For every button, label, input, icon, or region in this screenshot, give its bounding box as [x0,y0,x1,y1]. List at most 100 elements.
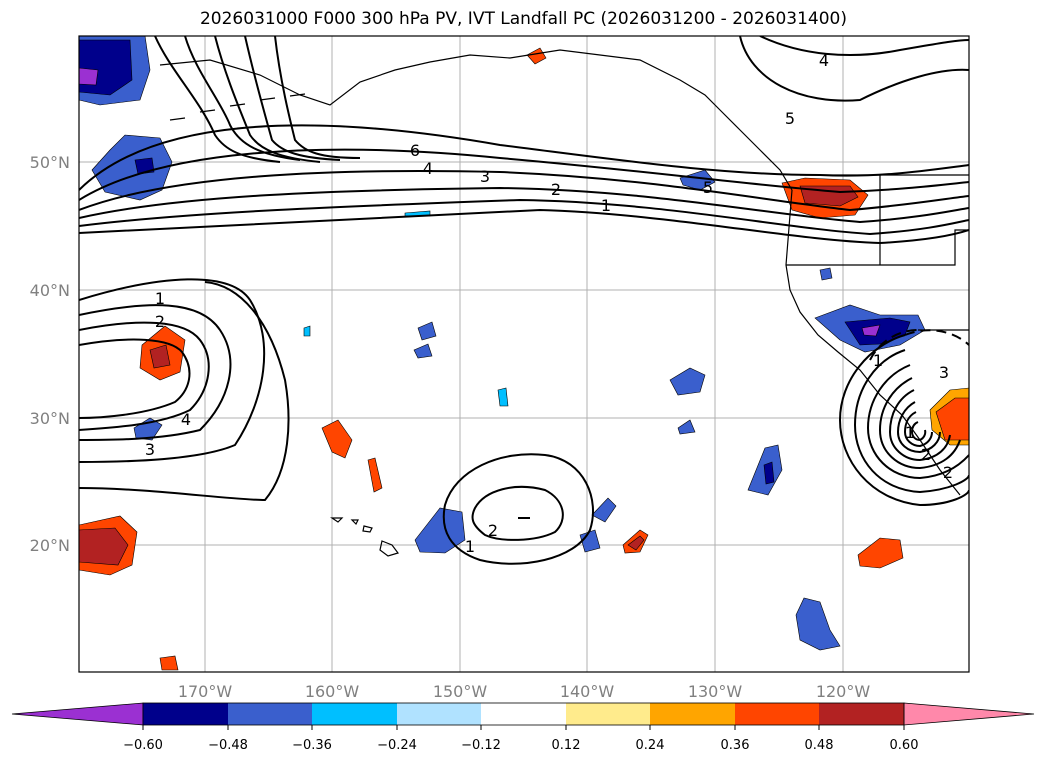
contour-line [154,36,281,163]
contours [79,36,969,565]
blob-positive [321,419,353,459]
contour-label: 1 [465,537,475,556]
contour-line [904,329,969,346]
contour-line [869,329,919,361]
contour-label: 1 [905,423,915,442]
contour-line [878,377,961,470]
lon-label: 140°W [560,682,615,701]
hawaii-island [330,517,344,523]
colorbar-tick-label: 0.36 [721,738,750,753]
blob-positive [935,397,969,441]
contour-line [442,453,594,565]
colorbar-border [142,702,905,726]
colorbar-tick-label: 0.48 [805,738,834,753]
lon-label: 160°W [305,682,360,701]
colorbar-segment [397,703,481,725]
contour-label: 4 [819,51,829,70]
contour-line [79,124,969,191]
contour-line [79,208,969,245]
contour-label: 3 [939,363,949,382]
lon-label: 120°W [816,682,871,701]
contour-line [896,401,941,454]
colorbar-tick-label: 0.24 [636,738,665,753]
colorbar-tick-label: 0.60 [890,738,919,753]
shading-blobs [79,36,969,671]
contour-line [79,304,232,441]
colorbar-ticks [142,725,905,730]
contour-line [184,36,301,161]
blob-negative [417,321,437,341]
contour-line [79,170,969,212]
na-west-coast [785,189,961,496]
blob-positive [159,655,179,671]
contour-label: 6 [410,141,420,160]
map-border [78,35,970,673]
colorbar-tick-label: −0.60 [123,738,163,753]
blob-negative [497,387,509,407]
contour-label: 4 [423,159,433,178]
lon-label: 150°W [433,682,488,701]
contour-line [866,364,969,480]
lat-labels: 50°N 40°N 30°N 20°N [30,153,70,555]
colorbar-segment [735,703,819,725]
colorbar-segment [312,703,397,725]
contour-label: 1 [155,289,165,308]
blob-negative [679,169,716,191]
contour-line [79,186,969,224]
hawaii-island [379,540,399,557]
alaska-coast [159,49,793,191]
blob-negative [763,461,775,485]
contour-line [79,278,266,463]
lon-label: 130°W [688,682,743,701]
contour-label: 3 [145,440,155,459]
contour-line [274,36,361,159]
map-title: 2026031000 F000 300 hPa PV, IVT Landfall… [199,9,847,29]
blob-positive [149,344,171,369]
blob-negative [79,67,99,86]
contour-label: 4 [181,410,191,429]
colorbar-extend-max [903,702,1035,726]
lat-label: 50°N [30,153,70,172]
contour-label: 5 [703,178,713,197]
contour-line [903,411,933,448]
contour-line [79,281,290,502]
contour-label: 5 [785,109,795,128]
colorbar-segment [566,703,650,725]
contour-label: 1 [873,351,883,370]
blob-negative [133,417,163,441]
blob-negative [413,343,433,359]
contour-line [79,338,191,419]
contour-labels: 6 4 3 2 1 5 4 1 2 4 3 1 2 1 3 1 2 2 5 [145,51,953,556]
hawaii-island [362,525,373,533]
colorbar-segment [228,703,312,725]
blob-positive [857,537,904,569]
contour-line [838,334,969,507]
contour-line [759,36,969,56]
gridlines [79,36,969,672]
lat-label: 40°N [30,281,70,300]
blob-negative [669,367,706,396]
colorbar-tick-label: −0.36 [292,738,332,753]
colorbar-tick-label: 0.12 [552,738,581,753]
colorbar-tick-label: −0.48 [208,738,248,753]
blob-positive [367,457,383,493]
lon-labels: 170°W 160°W 150°W 140°W 130°W 120°W [178,682,871,701]
contour-label: 2 [943,463,953,482]
contour-label: 2 [488,521,498,540]
contour-line [79,198,969,236]
contour-line [739,36,969,102]
colorbar-tick-label: −0.12 [461,738,501,753]
colorbar: −0.60 −0.48 −0.36 −0.24 −0.12 0.12 0.24 … [11,702,1035,753]
blob-negative [591,497,617,523]
colorbar-segment [143,703,228,725]
contour-line [79,321,210,431]
blob-negative [303,325,311,337]
contour-line [853,349,969,494]
contour-line [79,148,969,201]
lat-label: 30°N [30,409,70,428]
blob-positive [627,535,645,551]
contour-label: 3 [480,167,490,186]
colorbar-tick-label: −0.24 [377,738,417,753]
colorbar-segment [481,703,566,725]
